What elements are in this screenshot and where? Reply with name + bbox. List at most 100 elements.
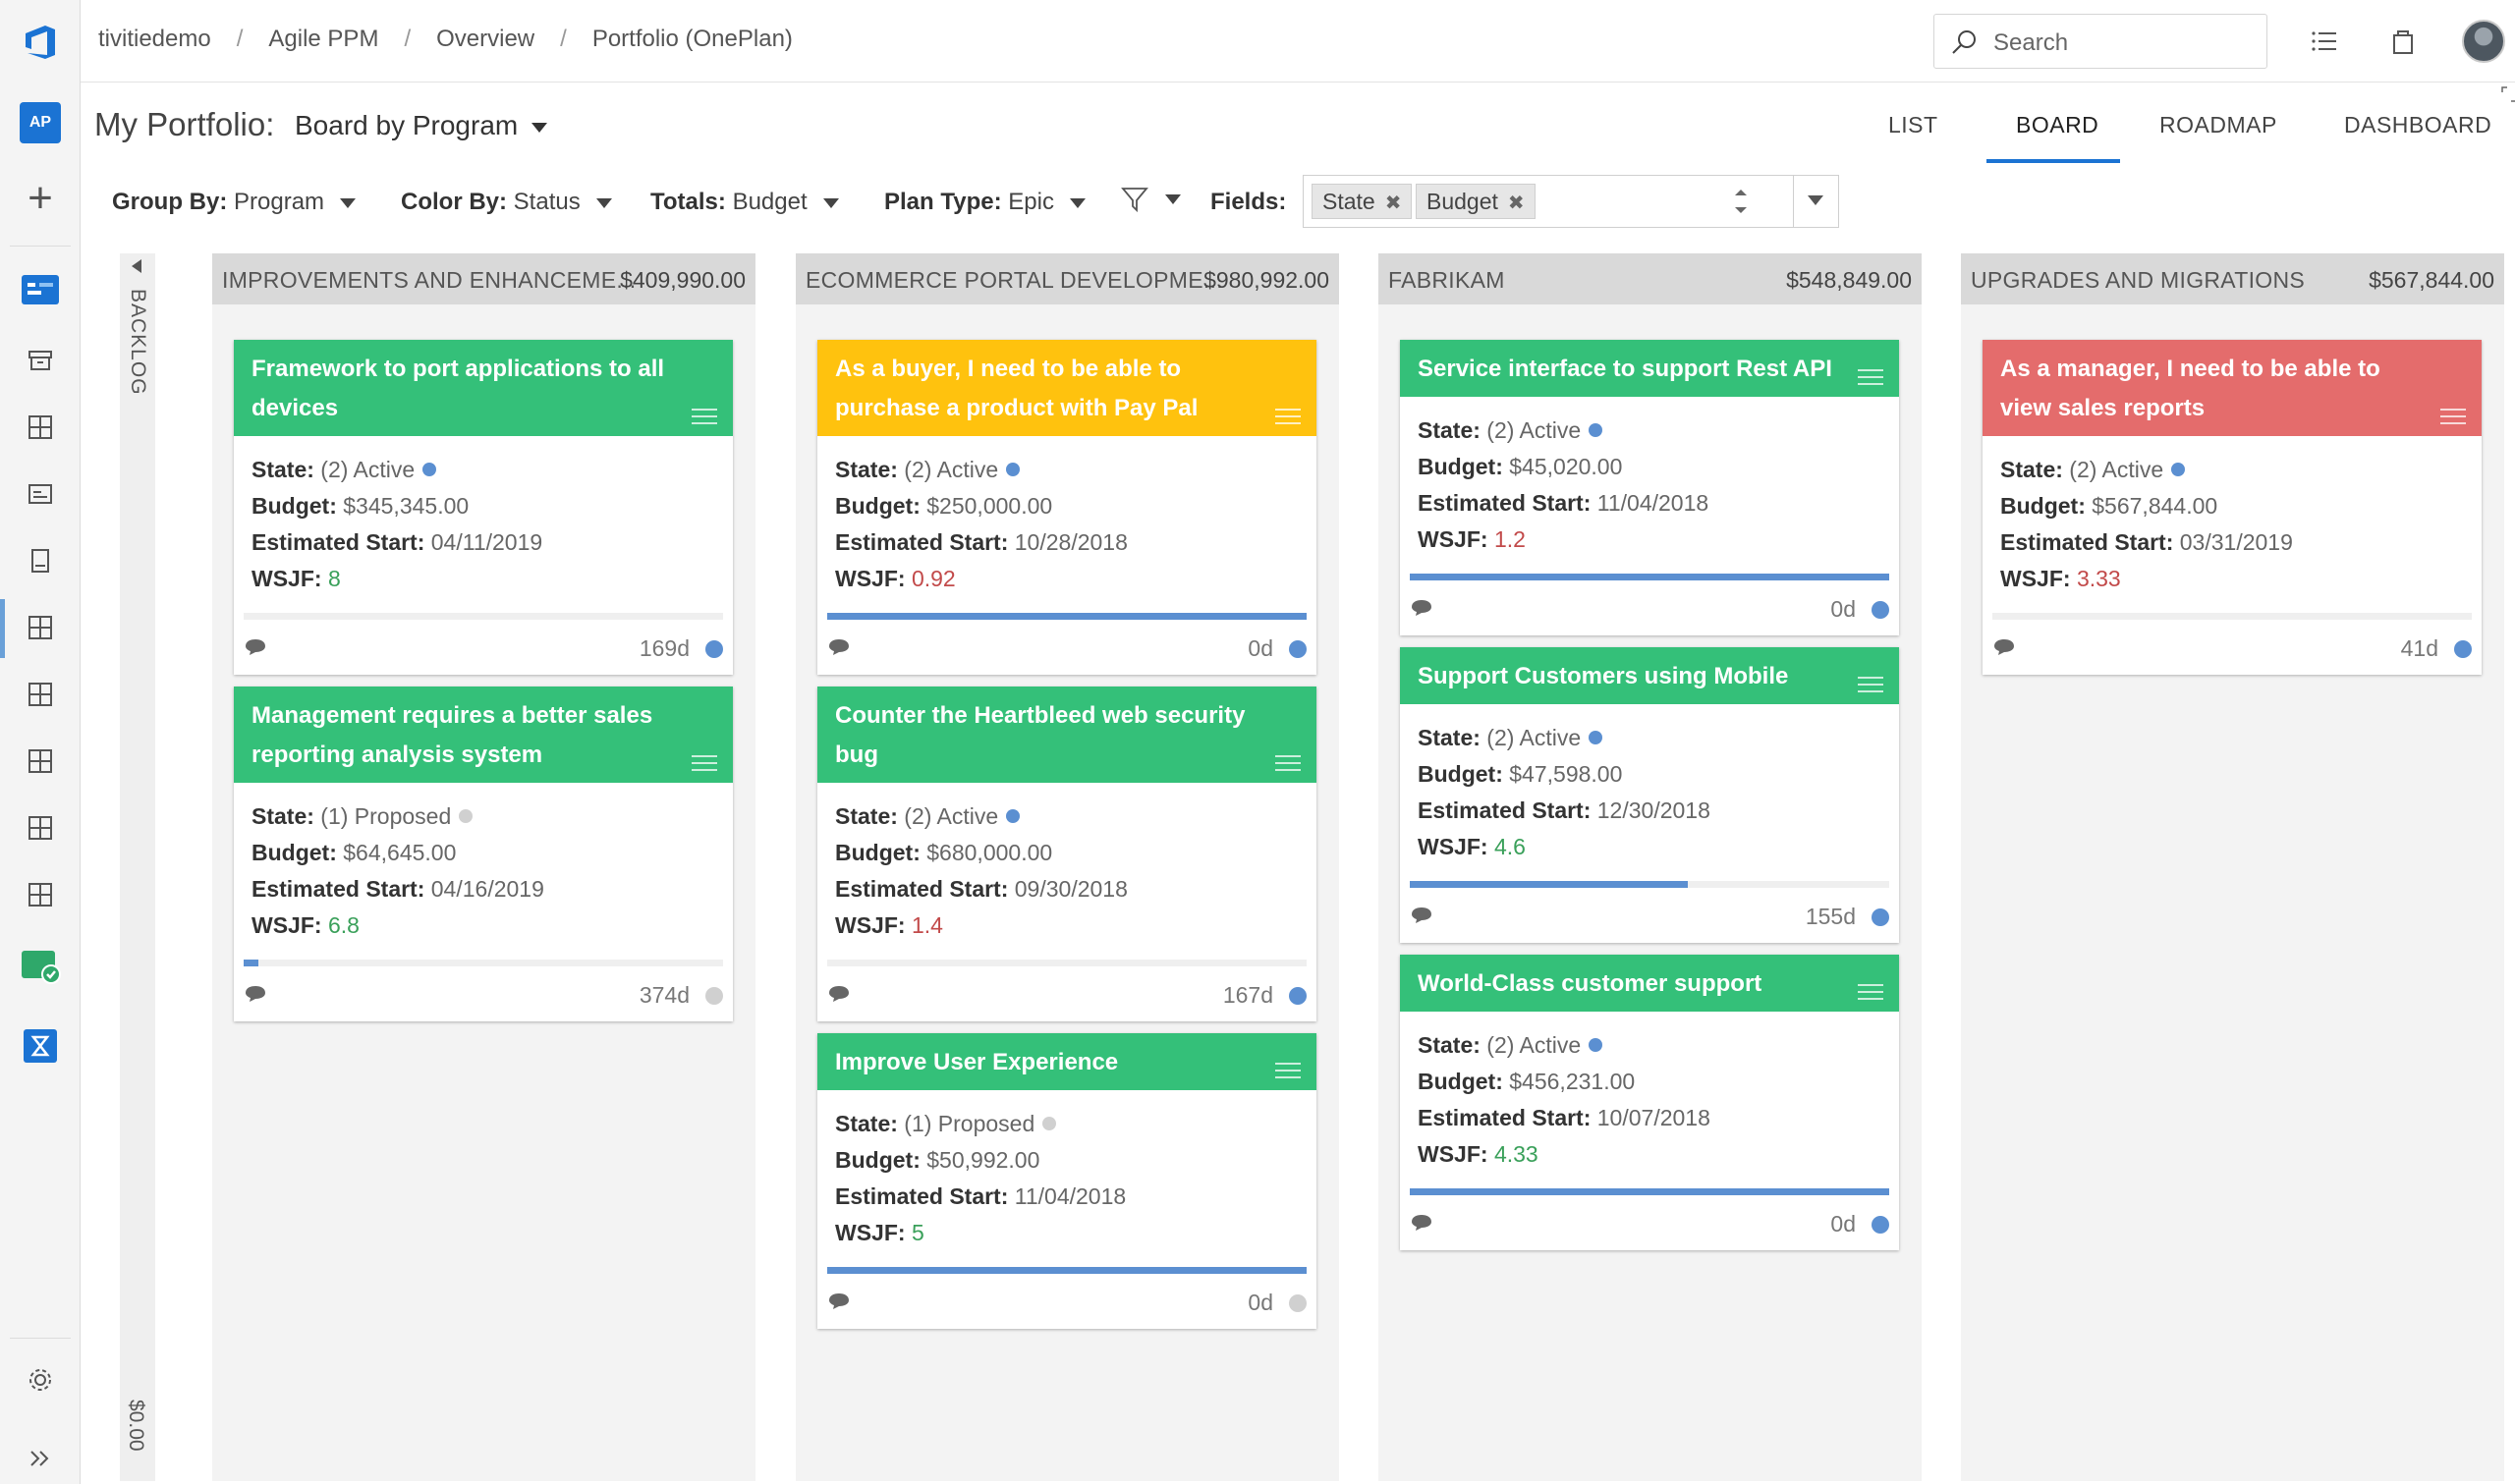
comment-icon[interactable] xyxy=(244,984,267,1004)
work-item-card[interactable]: Service interface to support Rest API Sta… xyxy=(1400,340,1899,635)
fields-dropdown-button[interactable] xyxy=(1794,175,1839,228)
comment-icon[interactable] xyxy=(827,984,851,1004)
card-title[interactable]: World-Class customer support xyxy=(1418,970,1762,997)
new-item-icon[interactable]: + xyxy=(28,174,53,222)
user-avatar[interactable] xyxy=(2462,20,2505,63)
expand-rail-icon[interactable] xyxy=(26,1444,55,1473)
portfolio-grid-icon[interactable] xyxy=(26,613,55,642)
card-title[interactable]: Support Customers using Mobile xyxy=(1418,663,1789,689)
remove-chip-icon[interactable]: ✖ xyxy=(1384,192,1402,214)
comment-icon[interactable] xyxy=(827,637,851,657)
card-title[interactable]: Framework to port applications to all de… xyxy=(252,356,665,421)
grid-icon[interactable] xyxy=(26,813,55,843)
dashboard-grid-icon[interactable] xyxy=(26,412,55,442)
totals-dropdown[interactable]: Totals: Budget xyxy=(650,189,839,216)
color-by-dropdown[interactable]: Color By: Status xyxy=(401,189,612,216)
analytics-icon[interactable] xyxy=(26,479,55,509)
card-title-bar[interactable]: As a buyer, I need to be able to purchas… xyxy=(817,340,1316,436)
wsjf-label: WSJF: xyxy=(2000,566,2071,591)
comment-icon[interactable] xyxy=(1410,1213,1433,1233)
backlog-panel[interactable]: BACKLOG $0.00 xyxy=(120,253,155,1481)
collapse-arrow-icon[interactable] xyxy=(132,259,141,273)
fullscreen-icon[interactable] xyxy=(2501,86,2515,102)
card-title-bar[interactable]: Management requires a better sales repor… xyxy=(234,687,733,783)
work-item-card[interactable]: As a buyer, I need to be able to purchas… xyxy=(817,340,1316,675)
comment-icon[interactable] xyxy=(1410,598,1433,618)
field-chip-state[interactable]: State ✖ xyxy=(1312,184,1413,219)
card-title[interactable]: Service interface to support Rest API xyxy=(1418,356,1832,382)
document-icon[interactable] xyxy=(26,546,55,576)
card-menu-icon[interactable] xyxy=(1275,409,1301,426)
search-box[interactable]: Search xyxy=(1933,14,2267,69)
card-title-bar[interactable]: Improve User Experience xyxy=(817,1033,1316,1090)
card-title-bar[interactable]: Support Customers using Mobile xyxy=(1400,647,1899,704)
task-list-icon[interactable] xyxy=(2309,26,2340,57)
work-item-card[interactable]: As a manager, I need to be able to view … xyxy=(1983,340,2482,675)
work-item-card[interactable]: Management requires a better sales repor… xyxy=(234,687,733,1021)
card-title-bar[interactable]: Framework to port applications to all de… xyxy=(234,340,733,436)
card-title[interactable]: As a manager, I need to be able to view … xyxy=(2000,356,2380,421)
archive-icon[interactable] xyxy=(26,346,55,375)
card-menu-icon[interactable] xyxy=(1858,984,1883,1002)
group-by-dropdown[interactable]: Group By: Program xyxy=(112,189,357,216)
project-avatar[interactable]: AP xyxy=(20,102,61,143)
column-header[interactable]: UPGRADES AND MIGRATIONS $567,844.00 xyxy=(1961,253,2504,304)
boards-icon[interactable] xyxy=(18,267,63,312)
card-menu-icon[interactable] xyxy=(692,755,717,773)
plan-type-dropdown[interactable]: Plan Type: Epic xyxy=(884,189,1086,216)
tab-board[interactable]: BOARD xyxy=(2016,112,2099,137)
view-selector[interactable]: Board by Program xyxy=(295,110,548,141)
card-menu-icon[interactable] xyxy=(1275,1063,1301,1080)
status-dot-icon xyxy=(1289,640,1307,658)
artifacts-icon[interactable] xyxy=(18,1023,63,1069)
test-plans-icon[interactable] xyxy=(18,943,63,988)
grid-icon[interactable] xyxy=(26,880,55,909)
card-title[interactable]: As a buyer, I need to be able to purchas… xyxy=(835,356,1199,421)
work-item-card[interactable]: Improve User Experience State: (1) Propos… xyxy=(817,1033,1316,1329)
card-menu-icon[interactable] xyxy=(1275,755,1301,773)
card-menu-icon[interactable] xyxy=(1858,369,1883,387)
work-item-card[interactable]: Framework to port applications to all de… xyxy=(234,340,733,675)
tab-dashboard[interactable]: DASHBOARD xyxy=(2344,112,2492,137)
grid-icon[interactable] xyxy=(26,746,55,776)
breadcrumb-overview[interactable]: Overview xyxy=(436,26,535,52)
status-dot-icon xyxy=(1872,908,1889,926)
field-chip-budget[interactable]: Budget ✖ xyxy=(1416,184,1536,219)
card-title-bar[interactable]: Service interface to support Rest API xyxy=(1400,340,1899,397)
card-title-bar[interactable]: As a manager, I need to be able to view … xyxy=(1983,340,2482,436)
column-header[interactable]: FABRIKAM $548,849.00 xyxy=(1378,253,1922,304)
comment-icon[interactable] xyxy=(244,637,267,657)
column-header[interactable]: ECOMMERCE PORTAL DEVELOPME... $980,992.00 xyxy=(796,253,1339,304)
shopping-bag-icon[interactable] xyxy=(2387,26,2419,57)
grid-icon[interactable] xyxy=(26,680,55,709)
card-menu-icon[interactable] xyxy=(692,409,717,426)
comment-icon[interactable] xyxy=(1992,637,2016,657)
card-title-bar[interactable]: World-Class customer support xyxy=(1400,955,1899,1012)
breadcrumb-project[interactable]: Agile PPM xyxy=(268,26,379,52)
wsjf-label: WSJF: xyxy=(252,566,322,591)
card-title-bar[interactable]: Counter the Heartbleed web security bug xyxy=(817,687,1316,783)
breadcrumb-org[interactable]: tivitiedemo xyxy=(98,26,211,52)
remove-chip-icon[interactable]: ✖ xyxy=(1507,192,1525,214)
fields-picker[interactable]: State ✖ Budget ✖ xyxy=(1303,175,1794,228)
card-title[interactable]: Management requires a better sales repor… xyxy=(252,702,653,768)
azure-devops-logo-icon[interactable] xyxy=(18,20,63,65)
state-label: State: xyxy=(252,803,314,829)
comment-icon[interactable] xyxy=(1410,906,1433,925)
work-item-card[interactable]: World-Class customer support State: (2) A… xyxy=(1400,955,1899,1250)
tab-roadmap[interactable]: ROADMAP xyxy=(2159,112,2277,137)
comment-icon[interactable] xyxy=(827,1292,851,1311)
tab-list[interactable]: LIST xyxy=(1888,112,1938,137)
card-menu-icon[interactable] xyxy=(2440,409,2466,426)
card-title[interactable]: Improve User Experience xyxy=(835,1049,1119,1075)
work-item-card[interactable]: Counter the Heartbleed web security bug S… xyxy=(817,687,1316,1021)
work-item-card[interactable]: Support Customers using Mobile State: (2)… xyxy=(1400,647,1899,943)
settings-gear-icon[interactable] xyxy=(26,1365,55,1395)
card-wsjf-row: WSJF: 6.8 xyxy=(252,907,715,944)
column-header[interactable]: IMPROVEMENTS AND ENHANCEME... $409,990.00 xyxy=(212,253,755,304)
card-title[interactable]: Counter the Heartbleed web security bug xyxy=(835,702,1246,768)
card-menu-icon[interactable] xyxy=(1858,677,1883,694)
breadcrumb-portfolio[interactable]: Portfolio (OnePlan) xyxy=(591,26,793,52)
filter-dropdown[interactable] xyxy=(1120,185,1181,214)
scroll-spinner-icon[interactable] xyxy=(1726,180,1756,223)
